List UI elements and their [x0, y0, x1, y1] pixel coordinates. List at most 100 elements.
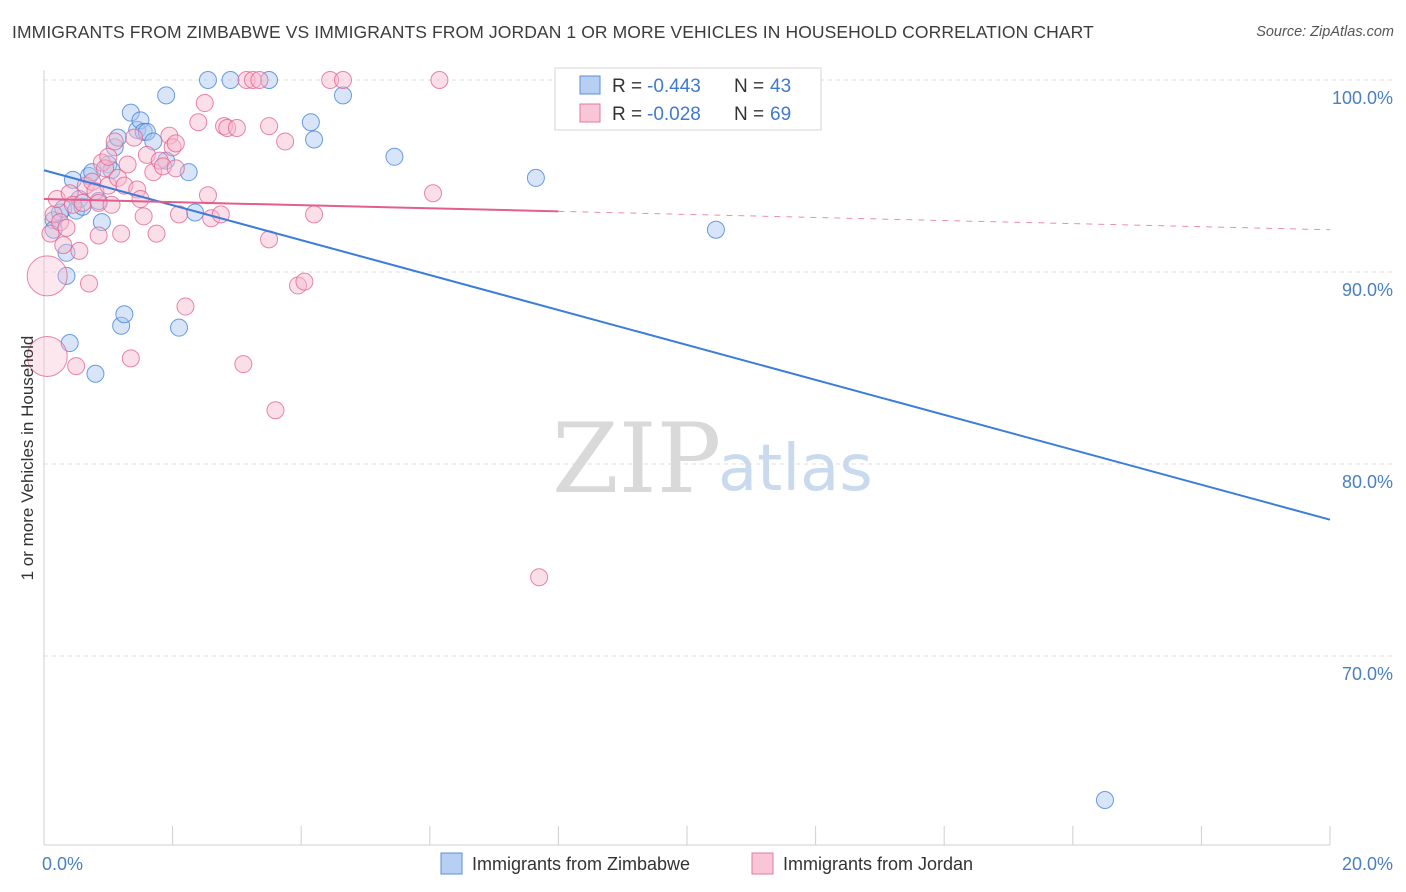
y-axis-tick-labels: 100.0% 90.0% 80.0% 70.0%	[1332, 88, 1393, 684]
point-jordan-12	[73, 193, 92, 212]
point-jordan-42	[166, 159, 185, 178]
point-jordan-66	[424, 184, 443, 203]
point-zimbabwe-17	[102, 161, 121, 180]
point-jordan-44	[176, 297, 195, 316]
point-jordan-30	[125, 128, 144, 147]
point-zimbabwe-39	[385, 147, 404, 166]
x-tick-label-1: 20.0%	[1342, 854, 1393, 874]
chart-source: Source: ZipAtlas.com	[1256, 24, 1394, 40]
bottom-legend-label-jordan: Immigrants from Jordan	[783, 854, 973, 874]
point-jordan-36	[147, 224, 166, 243]
point-zimbabwe-33	[198, 71, 217, 89]
point-zimbabwe-42	[1095, 791, 1114, 809]
point-zimbabwe-34	[221, 71, 240, 89]
legend-swatch-zimbabwe	[579, 75, 601, 95]
legend-n-value-zimbabwe: 43	[770, 76, 791, 97]
point-jordan-2	[41, 224, 60, 243]
stats-legend: R = -0.443 N = 43 R = -0.028 N = 69	[554, 67, 822, 131]
point-jordan-3	[44, 205, 63, 224]
point-jordan-54	[237, 71, 256, 89]
point-zimbabwe-18	[105, 138, 124, 157]
point-zimbabwe-38	[333, 86, 352, 105]
trend-line-dashed-jordan	[558, 210, 1331, 231]
legend-swatch-jordan	[579, 103, 601, 123]
point-jordan-67	[430, 71, 449, 89]
point-zimbabwe-37	[305, 130, 324, 149]
point-jordan-11	[70, 241, 89, 260]
x-tick-label-0: 0.0%	[42, 854, 83, 874]
watermark-zip: ZIP	[552, 403, 721, 515]
point-jordan-0	[26, 255, 68, 297]
point-zimbabwe-22	[121, 103, 140, 122]
point-jordan-28	[118, 155, 137, 174]
legend-r-value-jordan: -0.028	[647, 104, 701, 125]
trend-line-jordan	[43, 198, 559, 213]
point-jordan-57	[260, 117, 279, 136]
point-jordan-6	[54, 236, 73, 255]
point-jordan-45	[189, 113, 208, 132]
point-jordan-59	[266, 401, 285, 420]
point-jordan-24	[105, 132, 124, 151]
point-zimbabwe-30	[170, 318, 189, 337]
point-zimbabwe-24	[131, 111, 150, 130]
y-tick-label-1: 90.0%	[1342, 280, 1393, 300]
legend-n-label-jordan: N =	[734, 104, 764, 125]
point-jordan-7	[57, 218, 76, 237]
point-jordan-35	[144, 163, 163, 182]
point-zimbabwe-41	[706, 220, 725, 239]
y-tick-label-2: 80.0%	[1342, 472, 1393, 492]
legend-n-label-zimbabwe: N =	[734, 76, 764, 97]
point-jordan-18	[89, 226, 108, 245]
point-zimbabwe-29	[157, 86, 176, 105]
point-zimbabwe-20	[112, 316, 131, 335]
legend-n-value-jordan: 69	[770, 104, 791, 125]
point-zimbabwe-35	[260, 71, 279, 89]
point-jordan-52	[227, 119, 246, 137]
point-zimbabwe-5	[57, 266, 76, 285]
y-tick-label-3: 70.0%	[1342, 664, 1393, 684]
point-zimbabwe-13	[86, 364, 105, 383]
point-jordan-63	[305, 205, 324, 224]
point-zimbabwe-15	[92, 213, 111, 232]
point-jordan-55	[243, 71, 262, 89]
trend-line-zimbabwe	[43, 169, 1331, 521]
bottom-legend-label-zimbabwe: Immigrants from Zimbabwe	[472, 854, 690, 874]
point-zimbabwe-21	[115, 305, 134, 324]
point-jordan-10	[67, 357, 86, 376]
legend-r-label-zimbabwe: R =	[612, 76, 642, 97]
point-jordan-8	[60, 184, 79, 203]
x-axis-tick-labels: 0.0% 20.0%	[42, 854, 1393, 874]
bottom-legend-swatch-jordan	[751, 852, 774, 875]
x-axis-ticks	[43, 826, 1331, 845]
watermark-atlas: atlas	[718, 432, 873, 506]
point-jordan-53	[234, 355, 253, 374]
legend-r-label-jordan: R =	[612, 104, 642, 125]
point-jordan-51	[218, 119, 237, 137]
point-jordan-29	[121, 349, 140, 368]
point-jordan-60	[276, 132, 295, 151]
series-legend: Immigrants from Zimbabwe Immigrants from…	[440, 852, 973, 875]
point-jordan-64	[321, 71, 340, 89]
point-jordan-37	[150, 151, 169, 170]
point-jordan-14	[80, 274, 99, 293]
trend-lines	[43, 169, 1331, 521]
bottom-legend-swatch-zimbabwe	[440, 852, 463, 875]
point-jordan-21	[99, 147, 118, 166]
point-jordan-33	[134, 207, 153, 226]
point-jordan-68	[530, 568, 549, 587]
point-jordan-62	[295, 272, 314, 291]
point-jordan-25	[108, 168, 127, 187]
point-jordan-41	[166, 134, 185, 153]
point-zimbabwe-40	[526, 168, 545, 187]
point-jordan-46	[195, 94, 214, 113]
point-jordan-47	[198, 186, 217, 205]
chart-title: IMMIGRANTS FROM ZIMBABWE VS IMMIGRANTS F…	[12, 22, 1094, 42]
point-zimbabwe-36	[301, 113, 320, 132]
point-zimbabwe-32	[186, 203, 205, 222]
point-jordan-23	[102, 195, 121, 214]
point-jordan-26	[112, 224, 131, 243]
y-axis-label: 1 or more Vehicles in Household	[18, 336, 37, 581]
point-jordan-65	[333, 71, 352, 89]
point-jordan-20	[96, 159, 115, 178]
